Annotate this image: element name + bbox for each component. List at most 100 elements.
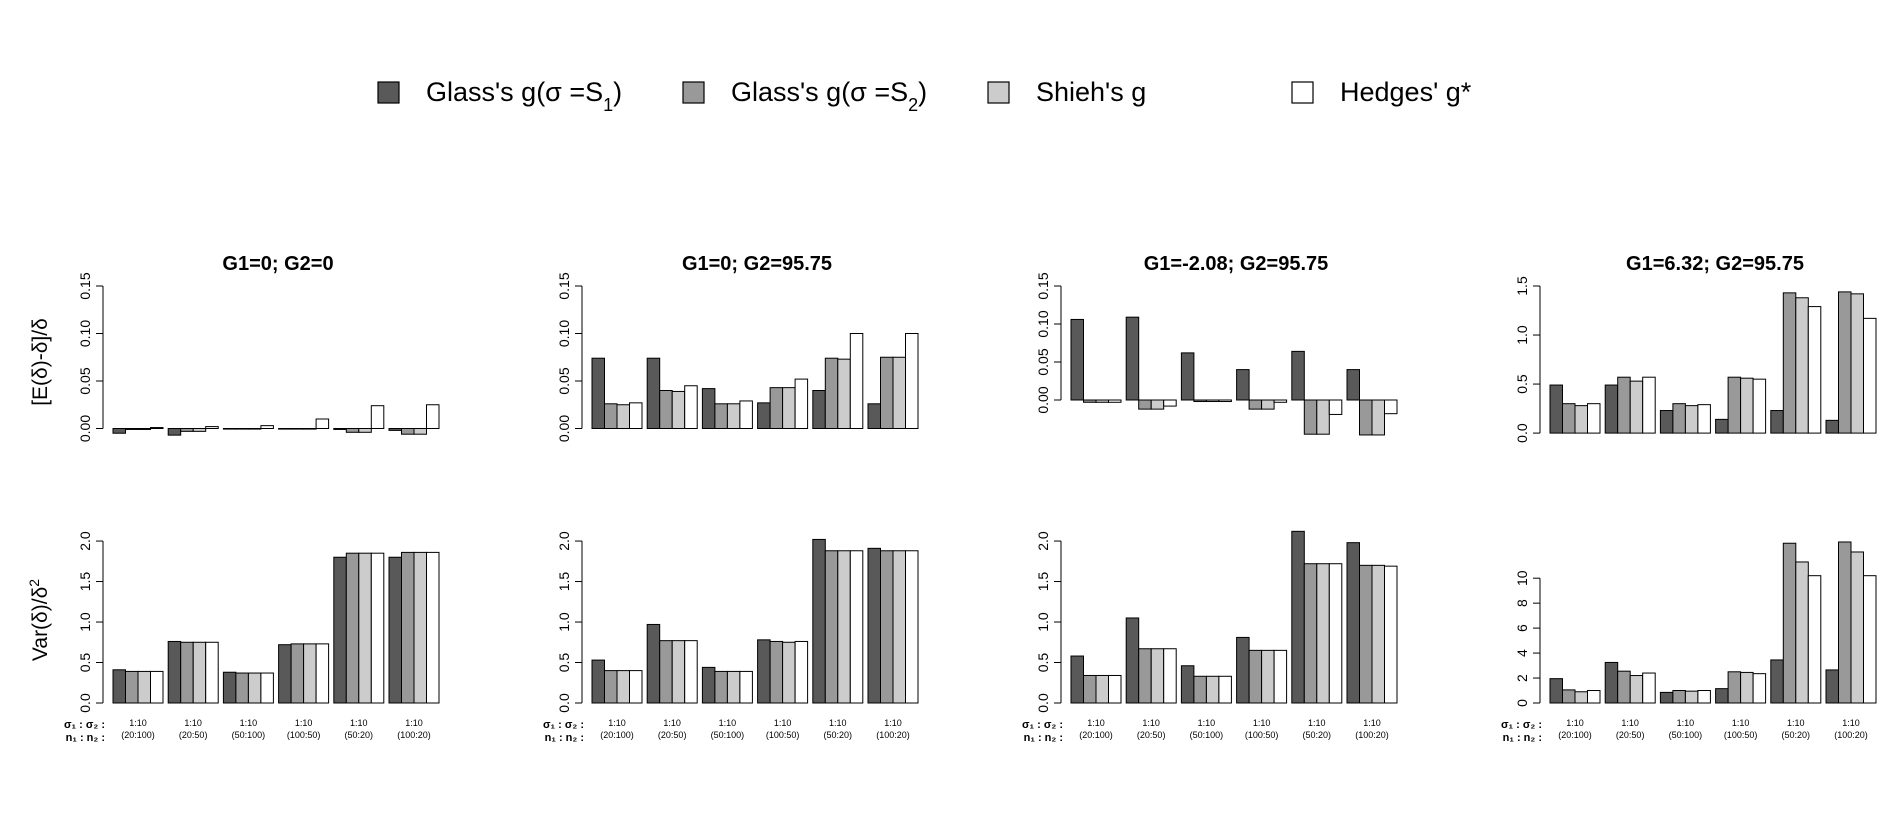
bar <box>1205 399 1220 403</box>
y-tick-label: 0.0 <box>77 693 93 713</box>
category-ratio-label: 1:10 <box>1198 718 1216 728</box>
bar <box>1125 617 1140 704</box>
bar <box>604 670 618 704</box>
y-tick-label: 0.05 <box>1035 348 1051 375</box>
y-tick-label: 8 <box>1514 599 1530 607</box>
bar <box>701 666 716 704</box>
category-ratio-label: 1:10 <box>405 718 423 728</box>
legend: Glass's g(σ =S1) Glass's g(σ =S2) Shieh's … <box>377 77 1472 115</box>
bar <box>1672 690 1686 704</box>
bar <box>112 669 126 704</box>
bar <box>1795 297 1809 434</box>
panel-6: 0.0 0.5 1.0 1.5 2.0 1:10 (20:100) 1:10 (20:50) 1:… <box>543 531 919 744</box>
y-tick-label: 10 <box>1514 570 1530 586</box>
bar <box>1180 352 1195 401</box>
bar <box>794 378 809 430</box>
bar <box>290 428 305 430</box>
sigma-ratio-key: σ₁ : σ₂ : <box>543 719 584 731</box>
bar <box>1807 575 1822 704</box>
bar <box>426 551 440 704</box>
bar <box>1303 399 1318 435</box>
y-tick-label: 0.05 <box>556 367 572 394</box>
bar <box>867 403 881 429</box>
category-n-label: (50:20) <box>824 730 853 740</box>
panel-title: G1=6.32; G2=95.75 <box>1626 253 1804 275</box>
bar <box>794 640 809 704</box>
bar <box>1587 403 1601 434</box>
y-tick-label: 4 <box>1514 649 1530 657</box>
bar <box>1359 564 1373 704</box>
bar <box>370 405 385 430</box>
bar <box>1795 561 1809 704</box>
category-ratio-label: 1:10 <box>1363 718 1381 728</box>
bar <box>388 556 402 704</box>
category-n-label: (50:100) <box>1669 730 1703 740</box>
bar <box>1291 530 1305 704</box>
bar <box>629 670 643 704</box>
bar <box>1371 399 1385 436</box>
bar <box>880 356 894 429</box>
bar <box>646 623 661 704</box>
bar <box>1850 551 1864 704</box>
bar <box>192 641 207 704</box>
bar <box>1838 541 1852 704</box>
category-n-label: (50:100) <box>711 730 745 740</box>
bar <box>345 428 360 433</box>
bar <box>739 400 753 430</box>
category-ratio-label: 1:10 <box>1142 718 1160 728</box>
bar <box>880 550 894 704</box>
bar <box>1095 399 1109 403</box>
y-tick-label: 0.00 <box>556 415 572 442</box>
bar <box>370 552 385 704</box>
bar <box>137 428 151 430</box>
panel-7: 0.0 0.5 1.0 1.5 2.0 1:10 (20:100) 1:10 (20:50) 1:… <box>1022 530 1398 744</box>
bar <box>1273 649 1288 704</box>
bar <box>1070 655 1084 704</box>
bar <box>1642 672 1656 704</box>
bar <box>205 641 219 704</box>
bar <box>1108 399 1122 403</box>
panel-4: G1=6.32; G2=95.75 0.0 0.5 1.0 1.5 <box>1514 253 1877 443</box>
category-ratio-label: 1:10 <box>1087 718 1105 728</box>
bar <box>278 428 292 430</box>
y-tick-label: 0.15 <box>77 272 93 299</box>
category-n-label: (20:50) <box>658 730 687 740</box>
bar <box>1727 671 1742 704</box>
bar <box>1108 674 1122 704</box>
bar <box>333 428 347 430</box>
bar <box>1316 399 1330 435</box>
bar <box>426 404 440 429</box>
bar <box>905 333 919 429</box>
panel-8: 0 2 4 6 8 10 1:10 (20:100) 1:10 (20:50) 1:10 (50:10… <box>1501 541 1877 744</box>
bar <box>1697 690 1711 704</box>
bar <box>1617 670 1631 704</box>
bar <box>892 356 906 429</box>
sigma-ratio-key: σ₁ : σ₂ : <box>1501 719 1542 731</box>
bar <box>837 550 851 704</box>
bar <box>1180 665 1195 704</box>
bar <box>1574 691 1588 704</box>
bar <box>824 357 839 430</box>
bar <box>1587 690 1601 704</box>
category-n-label: (100:20) <box>397 730 431 740</box>
bar <box>1236 636 1250 704</box>
bar <box>1193 399 1207 403</box>
y-tick-label: 6 <box>1514 624 1530 632</box>
bar <box>1083 399 1097 403</box>
bar <box>812 390 826 429</box>
y-tick-label: 0.15 <box>1035 272 1051 299</box>
bar <box>112 428 126 434</box>
y-tick-label: 0.5 <box>556 653 572 673</box>
category-ratio-label: 1:10 <box>719 718 737 728</box>
y-tick-label: 2 <box>1514 674 1530 682</box>
bar <box>260 425 274 429</box>
category-n-label: (100:20) <box>876 730 910 740</box>
bar <box>1672 403 1686 434</box>
bar <box>1371 564 1385 704</box>
y-tick-label: 0 <box>1514 699 1530 707</box>
bar <box>714 403 728 429</box>
bar <box>1697 404 1711 434</box>
bar <box>659 640 673 704</box>
category-ratio-label: 1:10 <box>1566 718 1584 728</box>
bar <box>401 428 415 435</box>
